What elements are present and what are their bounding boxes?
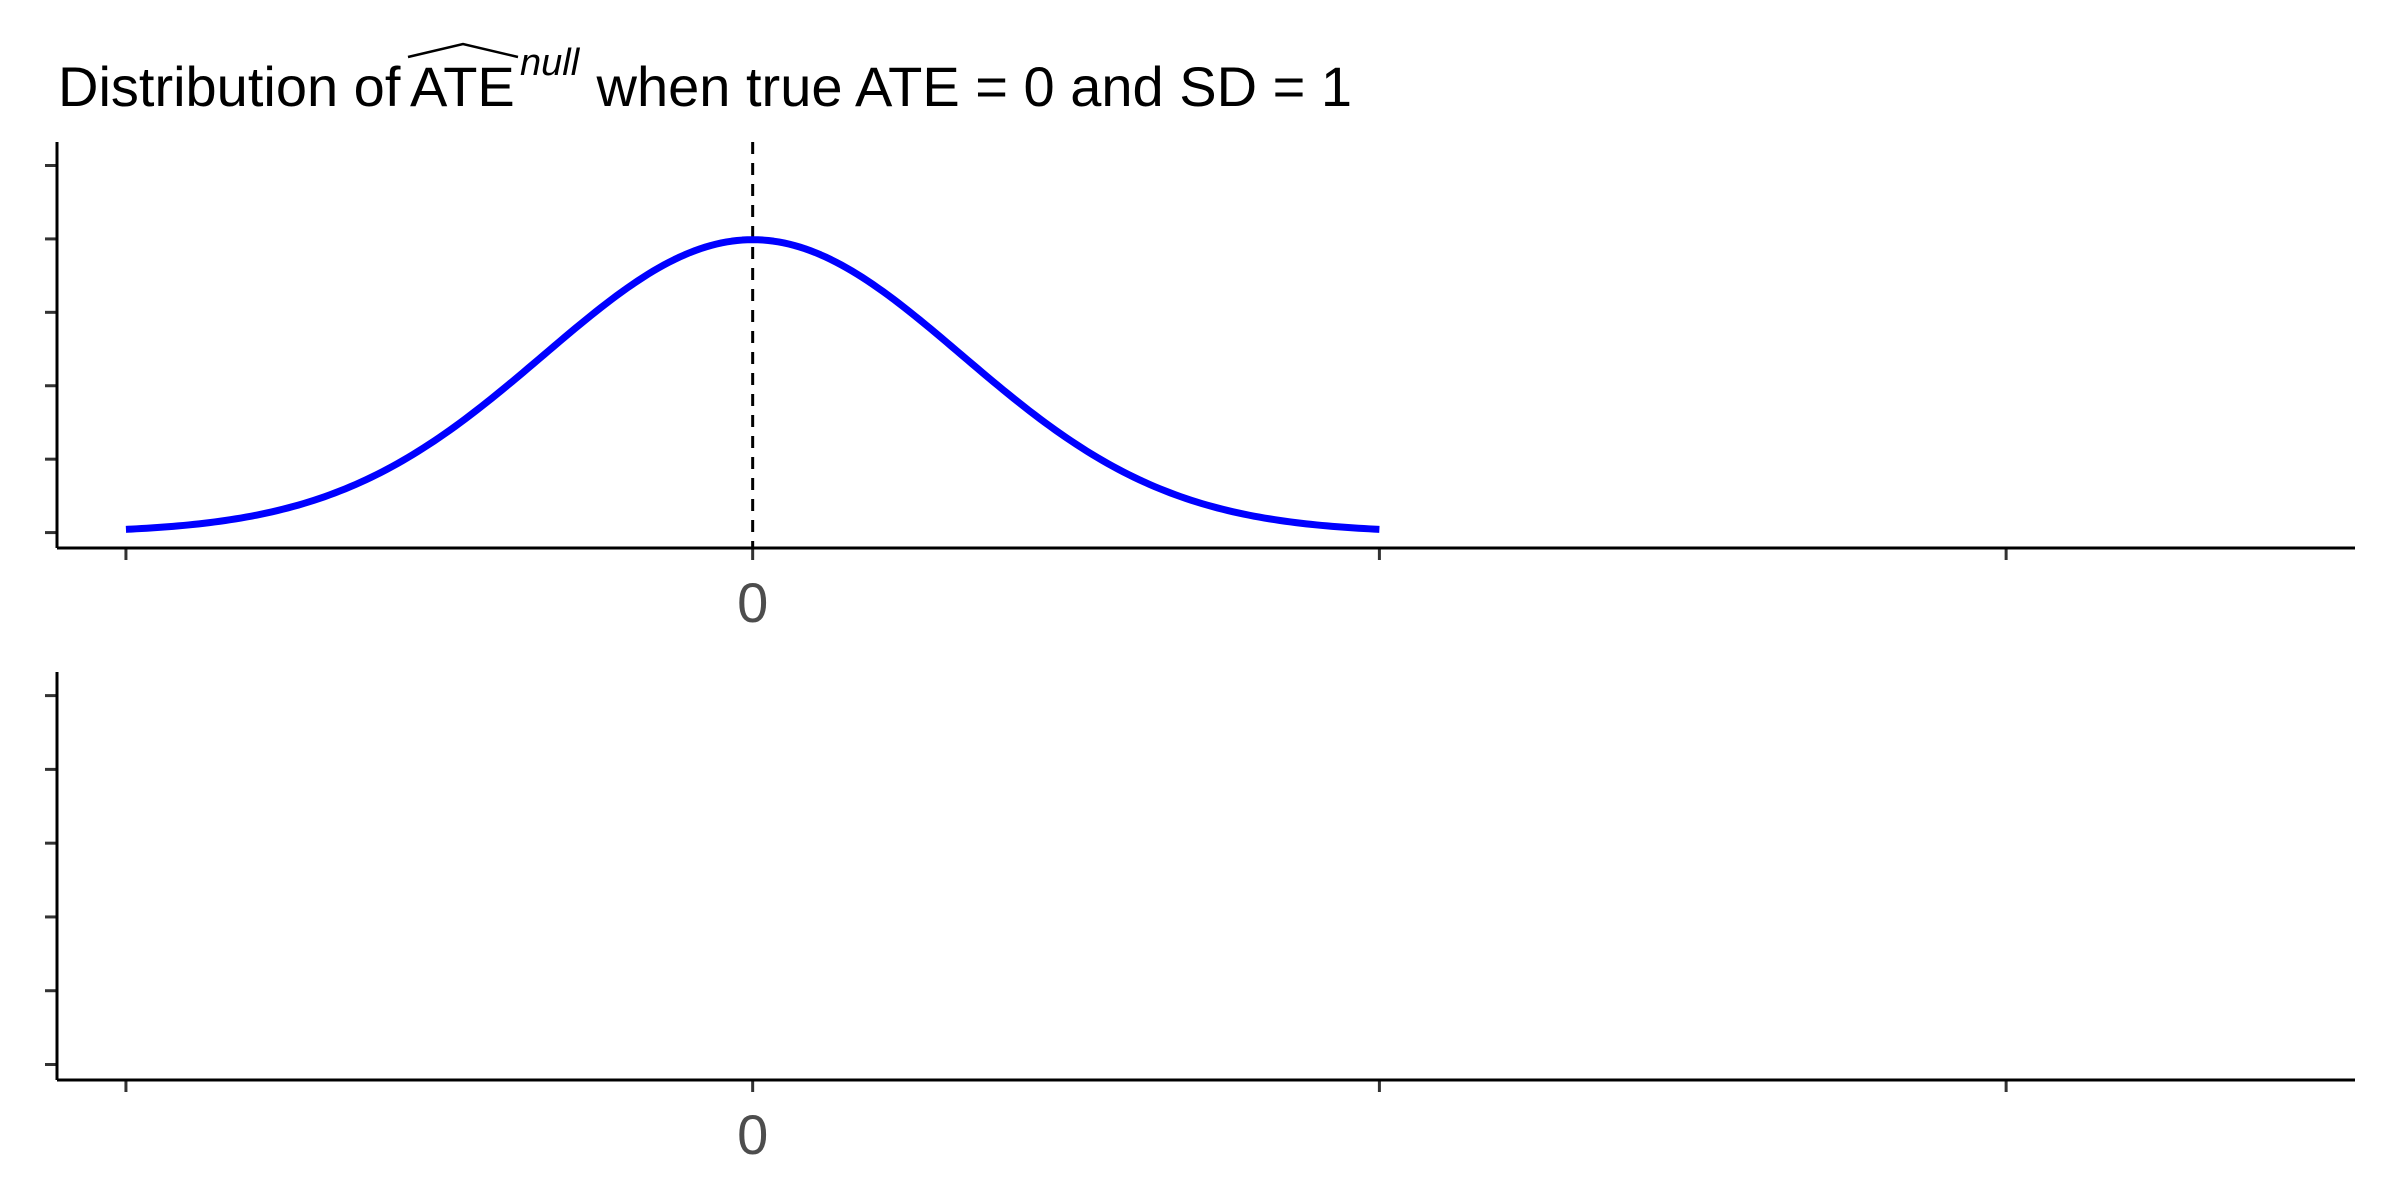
chart-title-superscript: null [520, 42, 581, 84]
chart-title-prefix: Distribution of [58, 55, 401, 118]
top-series-group [125, 236, 1380, 533]
chart-title-suffix: when true ATE = 0 and SD = 1 [581, 55, 1352, 118]
bottom-x-tick-label: 0 [737, 1103, 768, 1166]
top-y-ticks [45, 163, 57, 535]
bottom-x-ticks: 0 [124, 1080, 2008, 1166]
top-series-line-0 [125, 236, 1380, 533]
hat-accent [407, 42, 519, 59]
top-x-tick-label: 0 [737, 571, 768, 634]
bottom-panel: 0 [45, 672, 2355, 1166]
chart-title-hat-term: ATE [410, 55, 515, 118]
bottom-y-ticks [45, 694, 57, 1067]
top-x-ticks: 0 [124, 548, 2008, 634]
top-panel: 0 [45, 142, 2355, 634]
chart-title: Distribution of ATE null when true ATE =… [58, 42, 1352, 118]
